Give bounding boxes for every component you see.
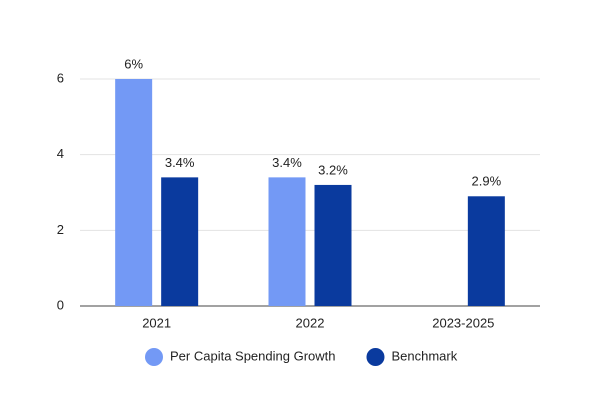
legend-label: Benchmark — [391, 348, 457, 363]
bar — [161, 177, 199, 306]
legend-label: Per Capita Spending Growth — [170, 348, 335, 363]
y-tick-label: 6 — [57, 70, 64, 85]
value-label: 3.4% — [165, 155, 195, 170]
value-label: 2.9% — [472, 174, 502, 189]
value-label: 3.4% — [272, 155, 302, 170]
value-label: 3.2% — [318, 162, 348, 177]
bar — [268, 177, 306, 306]
value-label: 6% — [124, 56, 143, 71]
y-tick-label: 2 — [57, 222, 64, 237]
legend-marker — [145, 348, 163, 366]
bar — [314, 184, 352, 306]
bar — [115, 79, 153, 306]
bar — [467, 196, 505, 306]
x-tick-label: 2023-2025 — [432, 315, 494, 330]
x-tick-label: 2021 — [142, 315, 171, 330]
legend-marker — [366, 348, 385, 366]
y-tick-label: 4 — [57, 146, 64, 161]
y-tick-label: 0 — [57, 297, 64, 312]
x-tick-label: 2022 — [296, 315, 325, 330]
